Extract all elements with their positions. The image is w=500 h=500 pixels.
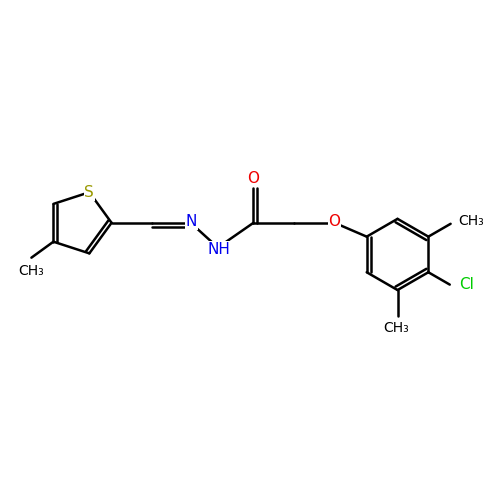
Text: O: O: [248, 171, 260, 186]
Text: NH: NH: [208, 242, 231, 257]
Text: O: O: [328, 214, 340, 230]
Text: CH₃: CH₃: [458, 214, 484, 228]
Text: N: N: [186, 214, 197, 230]
Text: CH₃: CH₃: [384, 321, 409, 335]
Text: CH₃: CH₃: [18, 264, 44, 278]
Text: Cl: Cl: [458, 277, 473, 292]
Text: S: S: [84, 184, 94, 200]
